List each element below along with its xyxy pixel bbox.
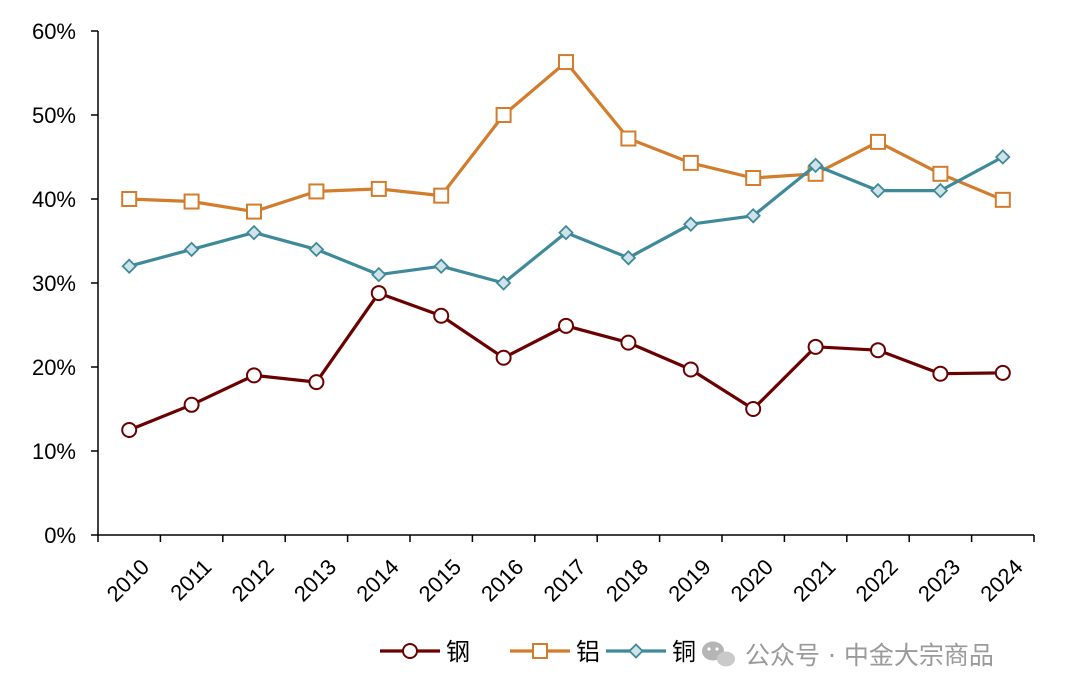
watermark-text: 公众号 · 中金大宗商品 xyxy=(745,641,994,670)
x-tick-label: 2021 xyxy=(788,554,840,606)
x-tick-label: 2019 xyxy=(663,554,715,606)
series-line xyxy=(128,155,1004,285)
data-point xyxy=(433,307,450,324)
data-point xyxy=(745,401,762,417)
data-point xyxy=(620,250,637,266)
x-tick-label: 2015 xyxy=(414,554,466,606)
data-point xyxy=(620,334,637,351)
data-point xyxy=(932,365,949,382)
data-point xyxy=(870,133,886,150)
series-layer xyxy=(121,54,1011,438)
data-point xyxy=(495,107,512,123)
data-point xyxy=(183,241,200,258)
data-point xyxy=(121,191,138,207)
data-point xyxy=(558,54,574,71)
data-point xyxy=(308,241,325,258)
y-tick-label: 60% xyxy=(32,19,76,44)
y-tick-label: 10% xyxy=(32,439,76,464)
series-line xyxy=(128,291,1003,432)
data-point xyxy=(183,396,200,413)
legend-label: 铝 xyxy=(576,638,600,666)
data-point xyxy=(371,266,387,283)
series-铝 xyxy=(121,54,1011,220)
y-tick-label: 50% xyxy=(32,103,76,128)
data-point xyxy=(308,183,325,200)
legend-marker xyxy=(532,643,548,659)
y-tick-label: 30% xyxy=(32,271,76,296)
legend-item: 钢 xyxy=(380,638,470,666)
data-point xyxy=(807,338,824,355)
data-point xyxy=(433,258,449,274)
series-钢 xyxy=(121,285,1011,438)
legend-marker xyxy=(402,643,418,659)
data-point xyxy=(495,275,512,291)
x-tick-label: 2017 xyxy=(539,554,591,606)
watermark: 公众号 · 中金大宗商品 xyxy=(702,641,994,670)
x-tick-label: 2024 xyxy=(975,554,1027,606)
data-point xyxy=(121,258,137,274)
data-point xyxy=(995,149,1011,165)
data-point xyxy=(932,182,949,199)
data-point xyxy=(308,374,325,391)
data-point xyxy=(370,180,387,197)
x-tick-label: 2020 xyxy=(726,554,778,606)
legend-marker xyxy=(628,643,644,659)
data-point xyxy=(994,191,1011,208)
data-point xyxy=(682,154,699,171)
data-point xyxy=(495,349,512,366)
data-point xyxy=(433,187,450,204)
data-point xyxy=(683,216,699,232)
data-point xyxy=(682,361,699,378)
data-point xyxy=(870,342,886,359)
data-point xyxy=(870,182,886,199)
data-point xyxy=(745,170,762,186)
data-point xyxy=(994,364,1011,381)
x-tick-label: 2012 xyxy=(227,554,279,606)
data-point xyxy=(807,157,824,174)
data-point xyxy=(620,130,637,147)
y-tick-label: 20% xyxy=(32,355,76,380)
legend-item: 铜 xyxy=(606,638,696,666)
x-tick-label: 2010 xyxy=(102,554,154,606)
x-tick-label: 2014 xyxy=(351,554,403,606)
x-tick-label: 2013 xyxy=(289,554,341,606)
data-point xyxy=(558,224,574,241)
legend: 钢铝铜 xyxy=(380,638,696,666)
data-point xyxy=(246,203,262,220)
x-tick-label: 2023 xyxy=(913,554,965,606)
y-tick-label: 40% xyxy=(32,187,76,212)
legend-label: 铜 xyxy=(672,638,696,666)
axes: 0% 10% 20% 30% 40% 50% 60% 2010 2011 2012 2013 2014… xyxy=(32,19,1035,606)
data-point xyxy=(246,367,262,384)
data-point xyxy=(932,165,949,182)
series-铜 xyxy=(121,149,1011,291)
data-point xyxy=(745,208,761,224)
x-tick-label: 2018 xyxy=(601,554,653,606)
y-tick-label: 0% xyxy=(44,523,76,548)
x-tick-label: 2016 xyxy=(476,554,528,606)
data-point xyxy=(121,422,138,438)
legend-label: 钢 xyxy=(446,638,470,666)
data-point xyxy=(183,193,200,210)
data-point xyxy=(370,285,387,302)
data-point xyxy=(246,224,262,241)
x-tick-label: 2011 xyxy=(165,554,216,605)
data-point xyxy=(558,317,574,334)
x-tick-label: 2022 xyxy=(851,554,903,606)
wechat-icon xyxy=(702,641,735,667)
legend-item: 铝 xyxy=(510,638,600,666)
